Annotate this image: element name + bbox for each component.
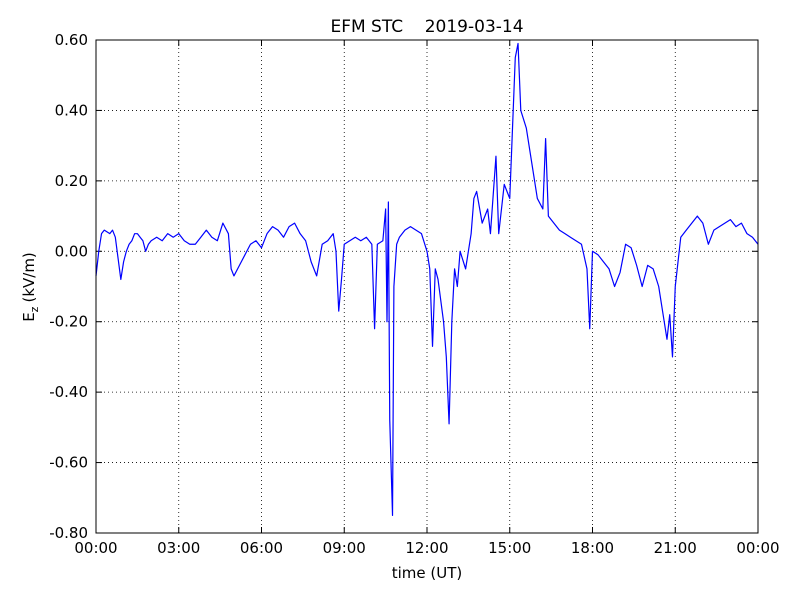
x-tick-label: 06:00	[240, 539, 283, 557]
y-tick-label: 0.00	[55, 242, 88, 260]
x-tick-label: 00:00	[74, 539, 117, 557]
y-tick-label: -0.20	[49, 313, 88, 331]
y-label-main: E	[20, 312, 38, 321]
x-tick-label: 15:00	[488, 539, 531, 557]
x-tick-label: 21:00	[654, 539, 697, 557]
data-line	[95, 42, 759, 516]
chart-title: EFM STC 2019-03-14	[330, 17, 523, 37]
y-tick-label: 0.40	[55, 101, 88, 119]
x-tick-label: 03:00	[157, 539, 200, 557]
y-axis-label: Ez (kV/m)	[20, 252, 41, 322]
y-tick-label: -0.80	[49, 524, 88, 542]
x-tick-label: 00:00	[736, 539, 779, 557]
y-tick-label: 0.60	[55, 31, 88, 49]
y-label-unit: (kV/m)	[20, 252, 38, 302]
plot-frame	[95, 39, 759, 534]
x-tick-label: 09:00	[323, 539, 366, 557]
x-tick-label: 18:00	[571, 539, 614, 557]
y-tick-label: -0.40	[49, 383, 88, 401]
y-label-sub: z	[28, 306, 41, 312]
y-tick-label: 0.20	[55, 172, 88, 190]
y-tick-label: -0.60	[49, 454, 88, 472]
x-tick-label: 12:00	[405, 539, 448, 557]
x-axis-label: time (UT)	[392, 564, 463, 582]
